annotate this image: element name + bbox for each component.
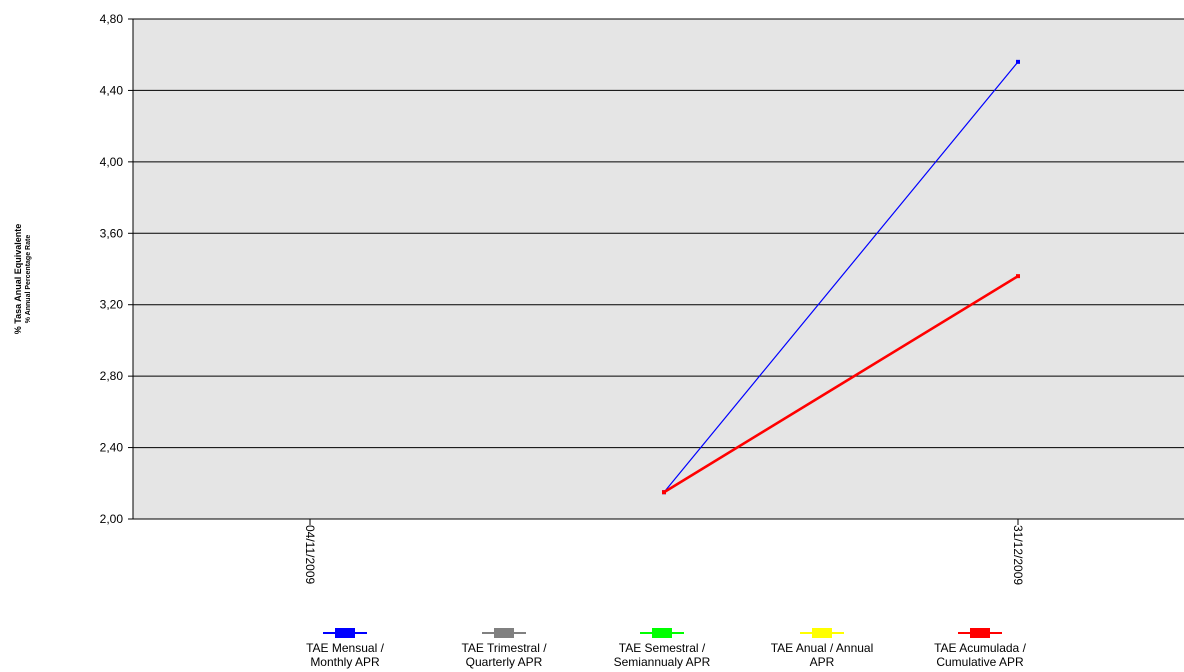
legend-label: TAE Mensual / <box>306 641 384 655</box>
series-line <box>663 61 1019 493</box>
legend-swatch <box>335 628 355 638</box>
legend-label: Quarterly APR <box>466 655 543 669</box>
legend-swatch <box>652 628 672 638</box>
legend-swatch <box>812 628 832 638</box>
y-tick-label: 4,00 <box>100 155 124 169</box>
x-tick-label: 04/11/2009 <box>303 525 317 584</box>
y-tick-label: 4,80 <box>100 12 124 26</box>
data-point <box>1016 274 1020 279</box>
series-line <box>663 275 1019 494</box>
y-axis-label: % Tasa Anual Equivalente <box>13 224 23 335</box>
x-tick-label: 31/12/2009 <box>1011 525 1025 585</box>
y-tick-label: 3,60 <box>100 226 124 240</box>
legend-label: Cumulative APR <box>936 655 1024 669</box>
y-tick-label: 2,00 <box>100 512 124 526</box>
data-point <box>1016 59 1020 64</box>
y-axis-sublabel: % Annual Percentage Rate <box>25 235 32 324</box>
legend-label: Semiannualy APR <box>614 655 711 669</box>
legend-label: Monthly APR <box>310 655 380 669</box>
legend-label: TAE Semestral / <box>619 641 706 655</box>
legend-label: TAE Acumulada / <box>934 641 1026 655</box>
data-point <box>662 490 666 495</box>
y-tick-label: 4,40 <box>100 83 124 97</box>
y-tick-label: 2,40 <box>100 441 124 455</box>
legend-label: TAE Anual / Annual <box>771 641 874 655</box>
plot-area <box>133 19 1184 519</box>
legend-label: TAE Trimestral / <box>461 641 547 655</box>
y-tick-label: 2,80 <box>100 369 124 383</box>
legend-swatch <box>970 628 990 638</box>
legend-swatch <box>494 628 514 638</box>
y-tick-label: 3,20 <box>100 298 124 312</box>
legend-label: APR <box>810 655 835 669</box>
